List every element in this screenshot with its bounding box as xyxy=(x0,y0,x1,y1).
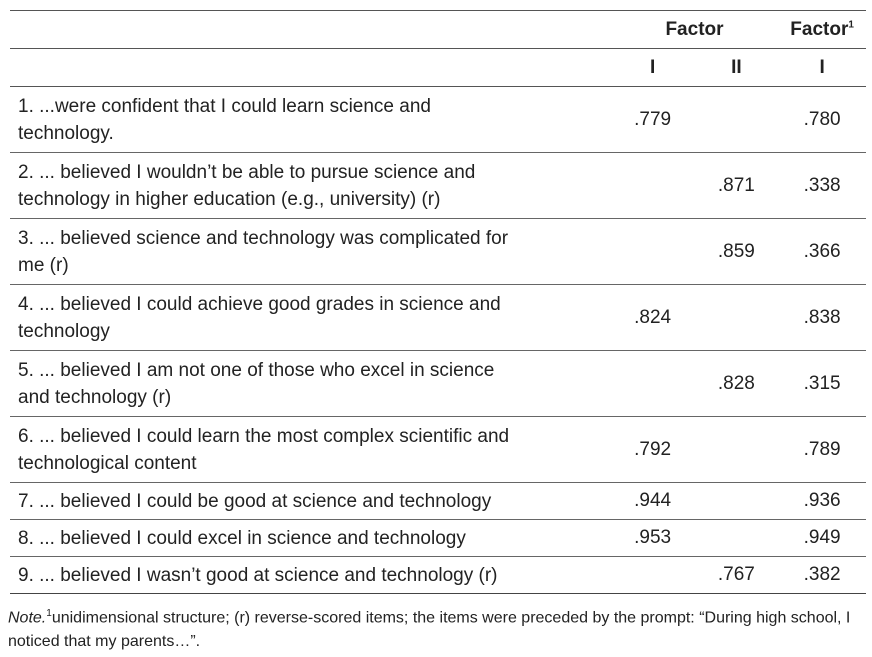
loading-factor-ii xyxy=(694,284,779,351)
loading-factor-ii: .828 xyxy=(694,350,779,417)
loading-factor-i: .779 xyxy=(610,86,695,153)
table-row: 9. ... believed I wasn’t good at science… xyxy=(10,556,866,594)
note-text: unidimensional structure; (r) reverse-sc… xyxy=(8,609,851,651)
loading-factor-i: .953 xyxy=(610,519,695,557)
item-text: 9. ... believed I wasn’t good at science… xyxy=(10,556,611,594)
table-note: Note.1unidimensional structure; (r) reve… xyxy=(8,602,870,654)
header-row-subfactors: I II I xyxy=(10,48,866,87)
header-sub-ii: II xyxy=(694,48,779,87)
loading-unidimensional: .838 xyxy=(778,284,866,351)
loading-unidimensional: .382 xyxy=(778,556,866,594)
loading-unidimensional: .315 xyxy=(778,350,866,417)
header-sub-i: I xyxy=(610,48,695,87)
note-label: Note. xyxy=(8,609,47,627)
loading-factor-ii: .859 xyxy=(694,218,779,285)
loading-factor-i: .824 xyxy=(610,284,695,351)
header-blank xyxy=(10,48,611,87)
item-text: 8. ... believed I could excel in science… xyxy=(10,519,611,557)
loading-factor-ii xyxy=(694,519,779,557)
factor-loadings-table: Factor Factor1 I II I 1. ...were confide… xyxy=(10,10,866,594)
loading-factor-i: .944 xyxy=(610,482,695,520)
note-sup: 1 xyxy=(46,608,52,619)
loading-factor-i xyxy=(610,218,695,285)
header-factor-uni-label: Factor xyxy=(790,18,849,40)
table-row: 6. ... believed I could learn the most c… xyxy=(10,416,866,483)
header-factor: Factor xyxy=(610,10,779,49)
header-blank xyxy=(10,10,611,49)
item-text: 6. ... believed I could learn the most c… xyxy=(10,416,611,483)
loading-unidimensional: .338 xyxy=(778,152,866,219)
loading-factor-ii: .767 xyxy=(694,556,779,594)
loading-factor-ii xyxy=(694,482,779,520)
loading-factor-i xyxy=(610,556,695,594)
loading-unidimensional: .949 xyxy=(778,519,866,557)
table-row: 2. ... believed I wouldn’t be able to pu… xyxy=(10,152,866,219)
item-text: 1. ...were confident that I could learn … xyxy=(10,86,611,153)
header-row-factors: Factor Factor1 xyxy=(10,10,866,49)
table-row: 7. ... believed I could be good at scien… xyxy=(10,482,866,520)
item-text: 2. ... believed I wouldn’t be able to pu… xyxy=(10,152,611,219)
table-row: 4. ... believed I could achieve good gra… xyxy=(10,284,866,351)
loading-factor-i xyxy=(610,350,695,417)
loading-factor-ii: .871 xyxy=(694,152,779,219)
header-factor-unidimensional: Factor1 xyxy=(778,10,866,49)
loading-unidimensional: .789 xyxy=(778,416,866,483)
table-row: 5. ... believed I am not one of those wh… xyxy=(10,350,866,417)
header-uni-i: I xyxy=(778,48,866,87)
table-row: 8. ... believed I could excel in science… xyxy=(10,519,866,557)
item-text: 7. ... believed I could be good at scien… xyxy=(10,482,611,520)
loading-factor-i: .792 xyxy=(610,416,695,483)
item-text: 3. ... believed science and technology w… xyxy=(10,218,611,285)
loading-unidimensional: .366 xyxy=(778,218,866,285)
table-row: 1. ...were confident that I could learn … xyxy=(10,86,866,153)
item-text: 5. ... believed I am not one of those wh… xyxy=(10,350,611,417)
table-row: 3. ... believed science and technology w… xyxy=(10,218,866,285)
loading-factor-ii xyxy=(694,86,779,153)
header-sup: 1 xyxy=(848,19,854,31)
loading-factor-ii xyxy=(694,416,779,483)
loading-unidimensional: .780 xyxy=(778,86,866,153)
item-text: 4. ... believed I could achieve good gra… xyxy=(10,284,611,351)
loading-unidimensional: .936 xyxy=(778,482,866,520)
loading-factor-i xyxy=(610,152,695,219)
